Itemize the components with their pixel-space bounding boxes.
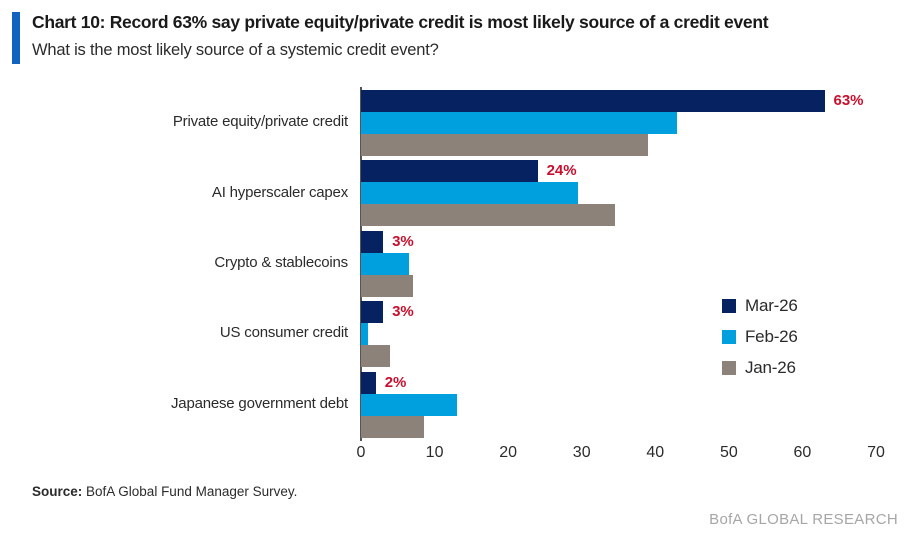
category-label: Crypto & stablecoins: [214, 254, 348, 271]
source-note: Source: BofA Global Fund Manager Survey.: [32, 484, 297, 499]
data-label: 2%: [384, 373, 407, 391]
category-label: US consumer credit: [219, 324, 348, 342]
bar-group: 3%: [361, 301, 876, 371]
data-label: 24%: [546, 162, 577, 180]
bar-feb-26: [361, 323, 369, 346]
bar-feb-26: [361, 393, 457, 416]
x-tick-label: 70: [867, 444, 885, 461]
x-axis-ticks: 0 10 20 30 40 50 60 70: [357, 444, 885, 474]
legend-swatch-icon: [722, 329, 736, 344]
data-label: 3%: [392, 303, 414, 321]
accent-bar: [12, 12, 20, 64]
data-label: 3%: [392, 232, 414, 250]
bar-feb-26: [361, 112, 678, 134]
legend-swatch-icon: [722, 298, 736, 313]
plot-area: 63% 24% 3% 3% 2%: [361, 88, 876, 440]
bar-jan-26: [361, 345, 391, 368]
legend-label: Jan-26: [745, 357, 796, 377]
x-tick-label: 20: [499, 444, 518, 461]
bar-group: 24%: [361, 160, 876, 230]
x-tick-label: 10: [425, 444, 444, 461]
chart-canvas: Private equity/private credit AI hypersca…: [0, 78, 910, 478]
bar-jan-26: [361, 204, 615, 227]
x-tick-label: 40: [646, 444, 665, 461]
bar-group: 63%: [361, 90, 876, 160]
bar-mar-26: [361, 371, 376, 394]
source-text: BofA Global Fund Manager Survey.: [82, 484, 298, 499]
page-title: Chart 10: Record 63% say private equity/…: [32, 12, 769, 32]
category-axis-labels: Private equity/private credit AI hypersca…: [0, 88, 348, 440]
brand-footer: BofA GLOBAL RESEARCH: [709, 511, 898, 528]
x-tick-label: 50: [719, 444, 738, 461]
data-label: 63%: [833, 92, 864, 109]
legend-label: Mar-26: [745, 295, 798, 315]
chart-header: Chart 10: Record 63% say private equity/…: [0, 0, 910, 78]
bar-mar-26: [361, 90, 825, 112]
bar-jan-26: [361, 274, 413, 297]
legend-label: Feb-26: [745, 326, 798, 346]
bar-feb-26: [361, 252, 409, 275]
bar-mar-26: [361, 160, 538, 183]
category-label: AI hyperscaler capex: [211, 183, 348, 201]
x-tick-label: 60: [793, 444, 812, 461]
x-tick-label: 0: [356, 444, 366, 461]
bar-group: 2%: [361, 371, 876, 442]
source-label: Source:: [32, 484, 83, 499]
category-label: Japanese government debt: [171, 394, 348, 412]
legend-item-feb-26[interactable]: Feb-26: [722, 321, 882, 352]
bar-mar-26: [361, 230, 384, 253]
page-subtitle: What is the most likely source of a syst…: [32, 41, 439, 59]
bar-group: 3%: [361, 230, 876, 301]
bar-jan-26: [361, 415, 424, 438]
bar-jan-26: [361, 134, 648, 156]
legend-item-jan-26[interactable]: Jan-26: [722, 352, 882, 383]
legend-item-mar-26[interactable]: Mar-26: [722, 290, 882, 321]
category-label: Private equity/private credit: [172, 113, 348, 131]
chart-legend: Mar-26 Feb-26 Jan-26: [722, 290, 882, 383]
x-tick-label: 30: [572, 444, 591, 461]
legend-swatch-icon: [722, 360, 736, 375]
bar-mar-26: [361, 301, 384, 324]
bar-feb-26: [361, 182, 579, 205]
